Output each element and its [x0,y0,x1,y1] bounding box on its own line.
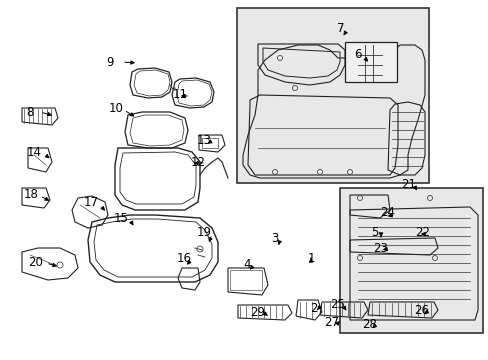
Text: 1: 1 [306,252,314,266]
Text: 19: 19 [196,225,211,238]
Text: 29: 29 [250,306,265,319]
Text: 20: 20 [28,256,43,269]
Text: 16: 16 [176,252,191,265]
Text: 14: 14 [26,147,41,159]
Bar [202,138,218,148]
Text: 23: 23 [373,242,387,255]
Bar [229,270,262,290]
Text: 7: 7 [337,22,344,35]
Text: 25: 25 [330,298,345,311]
Text: 22: 22 [415,226,429,239]
Text: 6: 6 [353,49,361,62]
Text: 27: 27 [324,315,339,328]
Text: 17: 17 [83,197,98,210]
Text: 8: 8 [26,105,34,118]
Text: 9: 9 [106,55,114,68]
Text: 24: 24 [380,207,395,220]
Text: 12: 12 [190,156,205,168]
Text: 26: 26 [414,303,428,316]
Text: 2: 2 [309,302,317,315]
Text: 4: 4 [243,258,250,271]
Text: 10: 10 [108,102,123,114]
Text: 5: 5 [370,225,378,238]
Bar [339,188,482,333]
Bar [345,42,396,82]
Text: 15: 15 [113,211,128,225]
Text: 3: 3 [271,231,278,244]
Text: 13: 13 [196,134,211,147]
Text: 11: 11 [172,89,187,102]
Text: 18: 18 [23,189,39,202]
Bar [237,8,428,183]
Text: 21: 21 [401,179,416,192]
Text: 28: 28 [362,319,377,332]
